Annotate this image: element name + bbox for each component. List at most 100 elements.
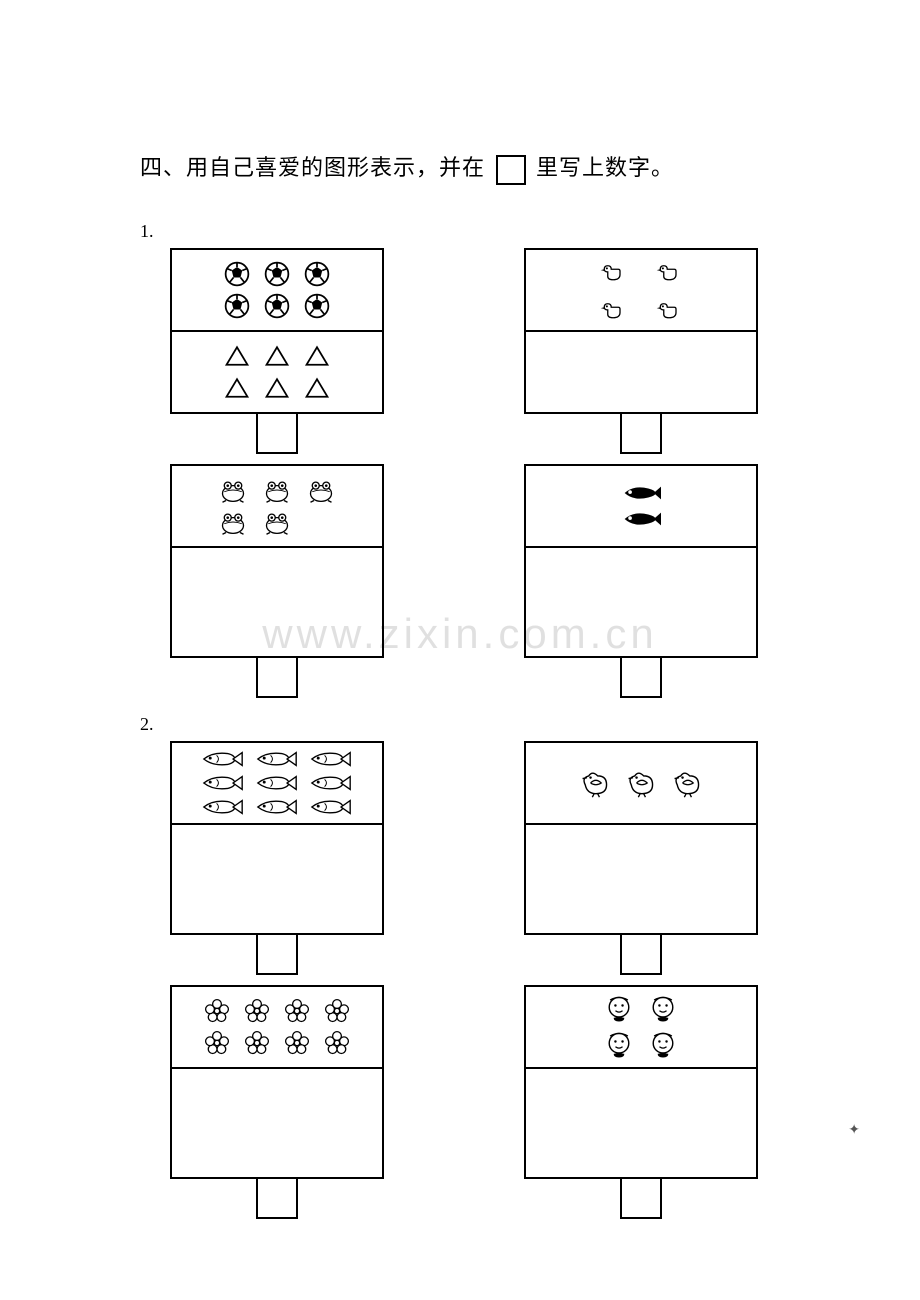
duck-icon bbox=[655, 295, 683, 323]
flower-icon bbox=[323, 1029, 351, 1057]
counting-card bbox=[524, 248, 758, 414]
answer-box[interactable] bbox=[620, 1177, 662, 1219]
flower-icon bbox=[243, 1029, 271, 1057]
frog-icon bbox=[217, 476, 249, 504]
soccer-icon bbox=[223, 292, 251, 320]
soccer-icon bbox=[263, 292, 291, 320]
flower-icon bbox=[243, 997, 271, 1025]
card-blank-area[interactable] bbox=[526, 1069, 756, 1177]
frog-icon bbox=[261, 476, 293, 504]
face-icon bbox=[647, 1029, 679, 1061]
flower-icon bbox=[203, 997, 231, 1025]
triangle-icon bbox=[263, 374, 291, 402]
soccer-icon bbox=[303, 260, 331, 288]
counting-card bbox=[170, 464, 384, 658]
counting-card bbox=[170, 741, 384, 935]
soccer-icon bbox=[263, 260, 291, 288]
card-image-area bbox=[172, 987, 382, 1069]
flower-icon bbox=[323, 997, 351, 1025]
fish-outline-icon bbox=[202, 773, 244, 793]
fish-outline-icon bbox=[256, 749, 298, 769]
instruction-prefix: 四、用自己喜爱的图形表示，并在 bbox=[140, 155, 485, 180]
fish-solid-icon bbox=[621, 508, 661, 530]
triangle-icon bbox=[223, 374, 251, 402]
card-image-area bbox=[526, 466, 756, 548]
fish-outline-icon bbox=[256, 797, 298, 817]
soccer-icon bbox=[223, 260, 251, 288]
answer-box[interactable] bbox=[256, 656, 298, 698]
counting-card bbox=[170, 248, 384, 414]
card-column bbox=[170, 985, 384, 1219]
frog-icon bbox=[217, 508, 249, 536]
counting-card bbox=[524, 741, 758, 935]
problems-container: 1. bbox=[140, 215, 780, 1219]
card-column bbox=[170, 741, 384, 975]
answer-box[interactable] bbox=[256, 1177, 298, 1219]
flower-icon bbox=[283, 997, 311, 1025]
soccer-icon bbox=[303, 292, 331, 320]
duck-icon bbox=[655, 257, 683, 285]
card-column bbox=[524, 464, 758, 698]
counting-card bbox=[170, 985, 384, 1179]
flower-icon bbox=[203, 1029, 231, 1057]
frog-icon bbox=[261, 508, 293, 536]
card-blank-area[interactable] bbox=[172, 1069, 382, 1177]
card-image-area bbox=[526, 987, 756, 1069]
card-column bbox=[170, 248, 384, 454]
inline-answer-box-icon bbox=[496, 155, 526, 185]
instruction-suffix: 里写上数字。 bbox=[536, 155, 674, 180]
problem-row bbox=[170, 464, 780, 698]
card-image-area bbox=[526, 250, 756, 332]
duck-icon bbox=[599, 257, 627, 285]
triangle-icon bbox=[303, 374, 331, 402]
face-icon bbox=[647, 993, 679, 1025]
triangle-icon bbox=[223, 342, 251, 370]
fish-outline-icon bbox=[310, 749, 352, 769]
card-image-area bbox=[172, 250, 382, 332]
answer-box[interactable] bbox=[620, 656, 662, 698]
fish-outline-icon bbox=[310, 797, 352, 817]
instruction-line: 四、用自己喜爱的图形表示，并在 里写上数字。 bbox=[140, 150, 780, 185]
worksheet-page: www.zixin.com.cn 四、用自己喜爱的图形表示，并在 里写上数字。 … bbox=[0, 0, 920, 1279]
card-blank-area[interactable] bbox=[526, 548, 756, 656]
face-icon bbox=[603, 993, 635, 1025]
fish-solid-icon bbox=[621, 482, 661, 504]
card-blank-area[interactable] bbox=[172, 825, 382, 933]
problem-number: 2. bbox=[140, 714, 780, 735]
bird-icon bbox=[578, 767, 612, 799]
fish-outline-icon bbox=[202, 797, 244, 817]
card-column bbox=[170, 464, 384, 698]
face-icon bbox=[603, 1029, 635, 1061]
triangle-icon bbox=[303, 342, 331, 370]
print-speck: ✦ bbox=[848, 1122, 860, 1139]
card-image-area bbox=[526, 743, 756, 825]
problem-row bbox=[170, 741, 780, 975]
fish-outline-icon bbox=[256, 773, 298, 793]
answer-box[interactable] bbox=[620, 412, 662, 454]
problem-row bbox=[170, 985, 780, 1219]
answer-box[interactable] bbox=[256, 412, 298, 454]
card-column bbox=[524, 248, 758, 454]
bird-icon bbox=[670, 767, 704, 799]
card-image-area bbox=[172, 466, 382, 548]
fish-outline-icon bbox=[202, 749, 244, 769]
card-column bbox=[524, 741, 758, 975]
card-column bbox=[524, 985, 758, 1219]
card-blank-area[interactable] bbox=[172, 548, 382, 656]
counting-card bbox=[524, 464, 758, 658]
problem-row bbox=[170, 248, 780, 454]
card-blank-area[interactable] bbox=[526, 332, 756, 412]
duck-icon bbox=[599, 295, 627, 323]
fish-outline-icon bbox=[310, 773, 352, 793]
flower-icon bbox=[283, 1029, 311, 1057]
triangle-icon bbox=[263, 342, 291, 370]
card-image-area bbox=[172, 743, 382, 825]
card-blank-area[interactable] bbox=[526, 825, 756, 933]
frog-icon bbox=[305, 476, 337, 504]
counting-card bbox=[524, 985, 758, 1179]
problem-number: 1. bbox=[140, 221, 780, 242]
bird-icon bbox=[624, 767, 658, 799]
card-image-area bbox=[172, 332, 382, 412]
answer-box[interactable] bbox=[620, 933, 662, 975]
answer-box[interactable] bbox=[256, 933, 298, 975]
